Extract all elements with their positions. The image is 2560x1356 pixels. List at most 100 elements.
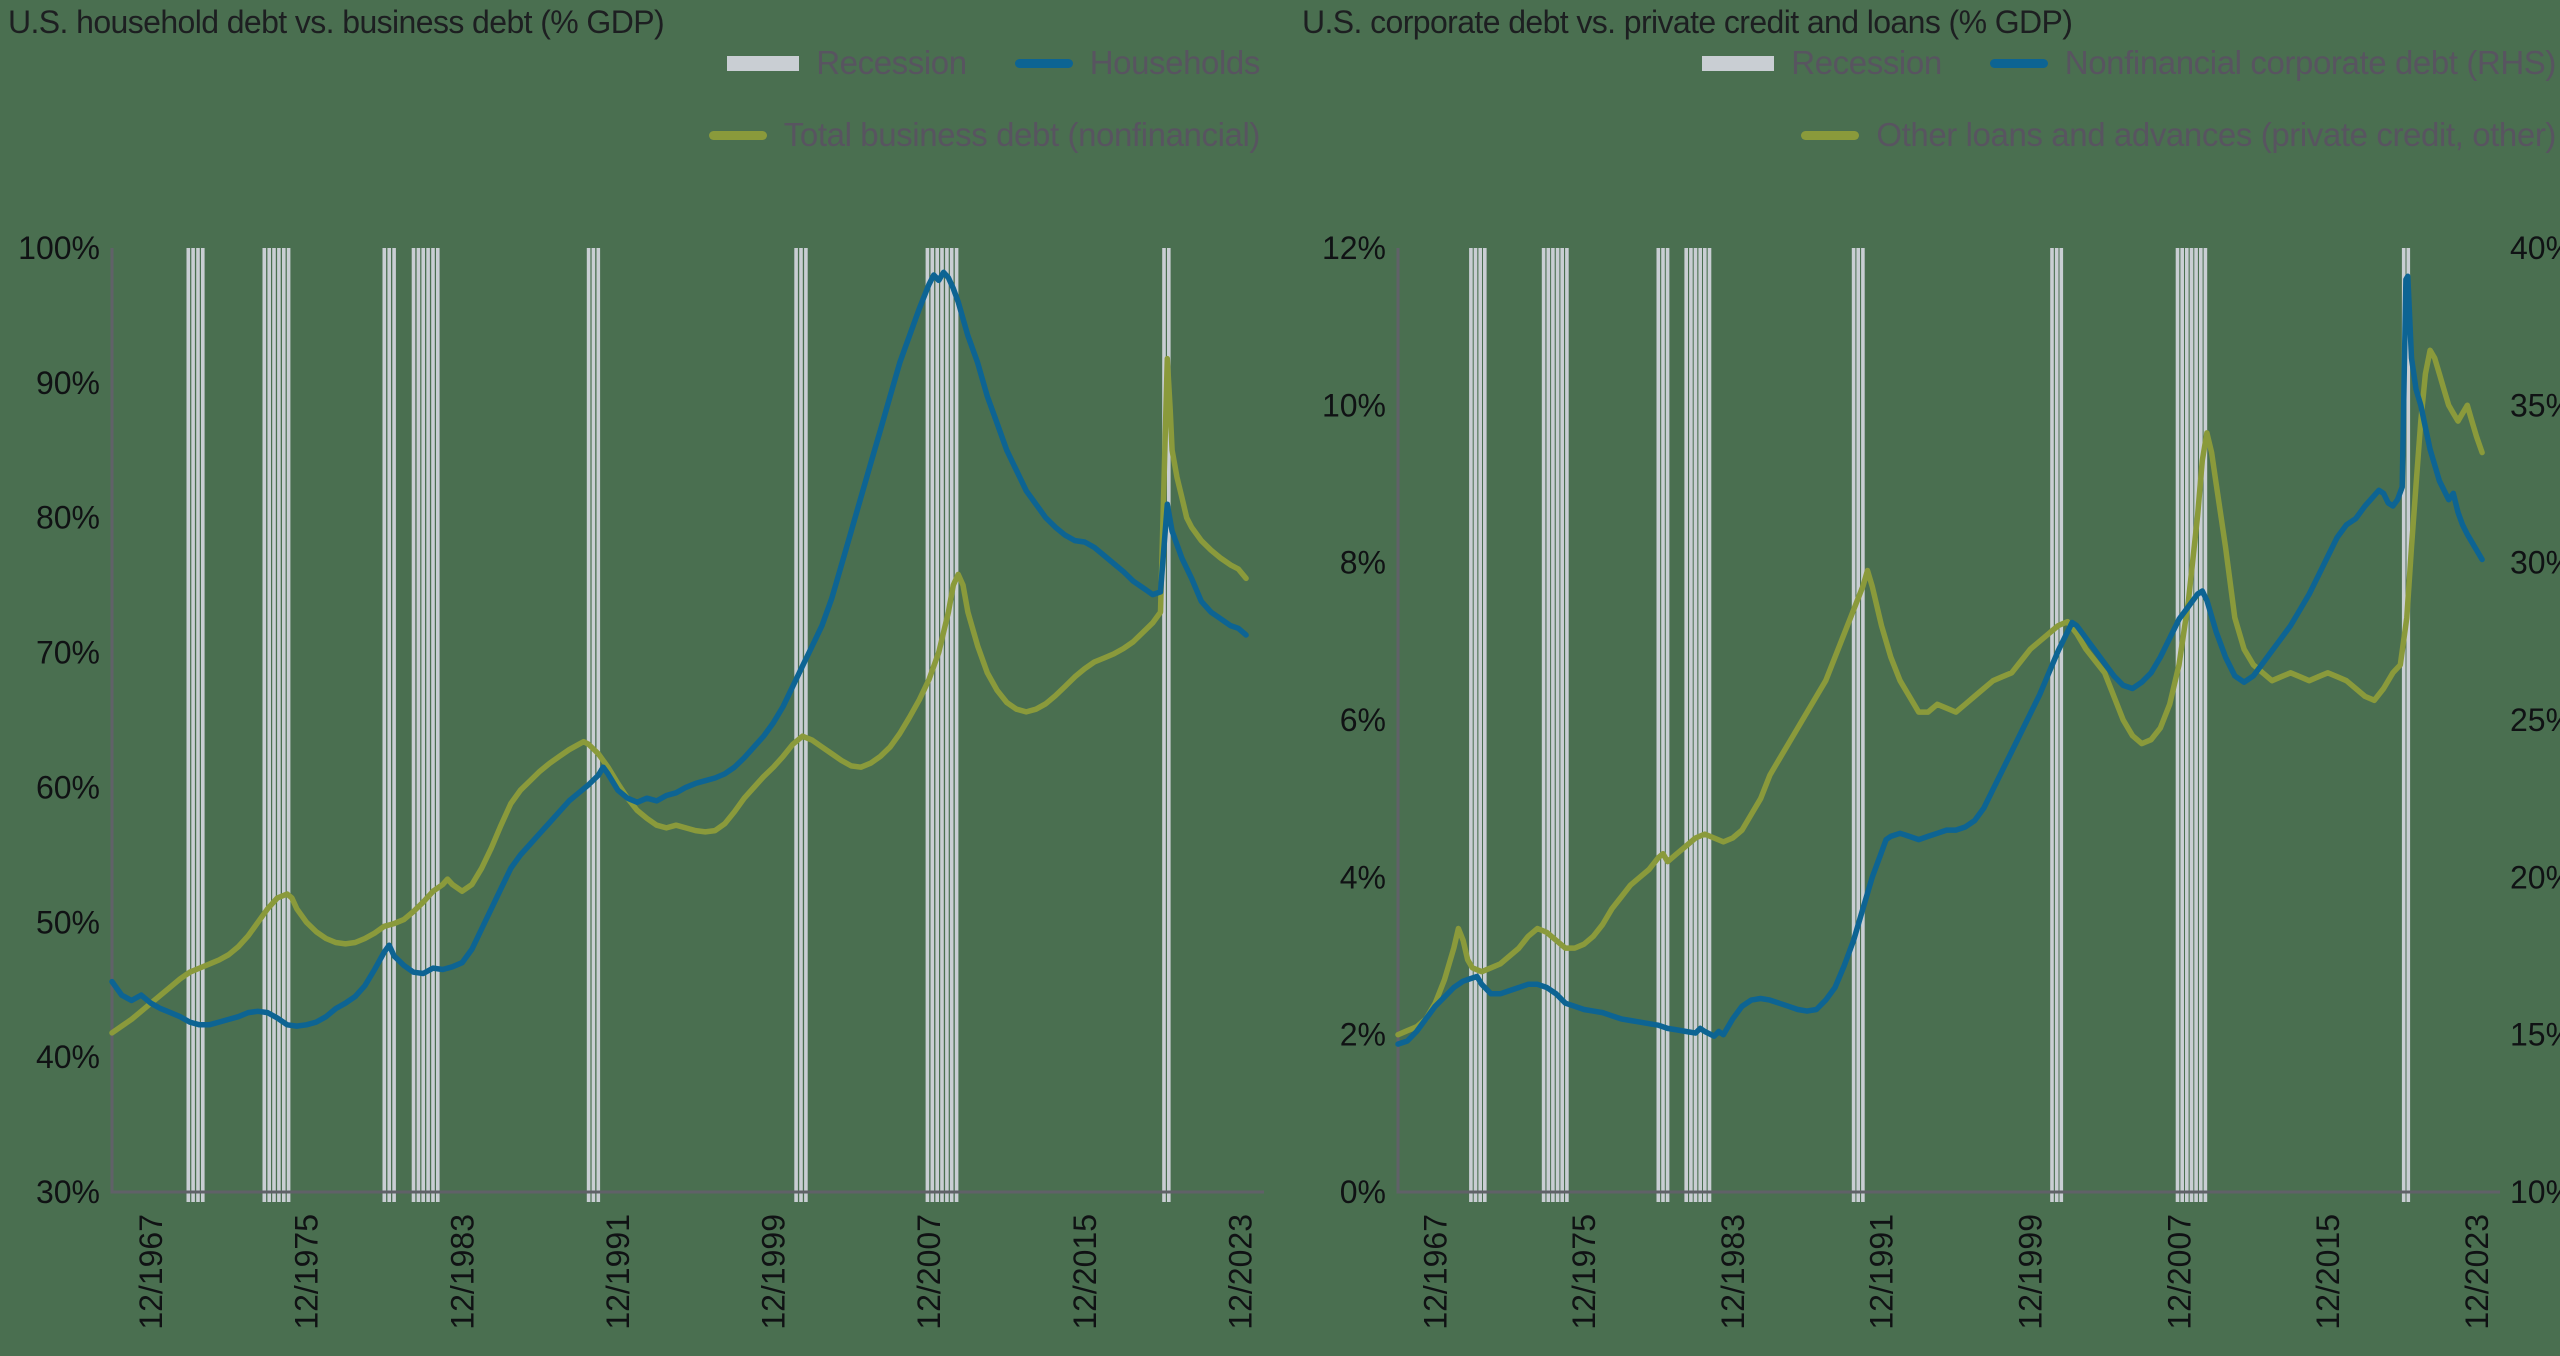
y-axis-tick-label: 2% [1340, 1017, 1386, 1053]
recession-stripe [591, 248, 596, 1202]
chart1-legend-item-recession: Recession [727, 44, 967, 82]
recession-stripe [1861, 248, 1865, 1202]
recession-stripe [282, 248, 286, 1202]
recession-stripe [1656, 248, 1661, 1202]
series-line [1395, 273, 2485, 1047]
y-axis-tick-label: 50% [36, 904, 100, 940]
recession-stripe [1167, 248, 1171, 1202]
households-line-swatch-icon [1014, 58, 1073, 68]
recession-stripe [2189, 248, 2194, 1202]
recession-stripe [277, 248, 281, 1202]
y-axis-tick-label: 90% [36, 365, 100, 401]
recession-stripe [2059, 248, 2064, 1202]
y-axis-right-tick-label: 25% [2510, 702, 2560, 738]
chart1-legend: Recession Households Total business debt… [708, 44, 1261, 154]
recession-stripe [1541, 248, 1546, 1202]
y-axis-tick-label: 30% [36, 1174, 100, 1210]
other-loans-line-swatch-icon [1801, 130, 1860, 140]
chart1-legend-row-1: Recession Households [727, 44, 1260, 82]
chart2-legend-item-recession: Recession [1702, 44, 1942, 82]
recession-stripe [1689, 248, 1693, 1202]
x-axis-tick-label: 12/1983 [1715, 1214, 1751, 1330]
recession-stripe [945, 248, 949, 1202]
recession-stripe [262, 248, 267, 1202]
recession-stripe [2185, 248, 2189, 1202]
y-axis-right-tick-label: 15% [2510, 1017, 2560, 1053]
y-axis-tick-label: 10% [1322, 387, 1386, 423]
y-axis-tick-label: 0% [1340, 1174, 1386, 1210]
recession-stripe [2050, 248, 2054, 1202]
legend-label-recession: Recession [1791, 44, 1942, 81]
y-axis-right-tick-label: 35% [2510, 387, 2560, 423]
recession-stripe [267, 248, 271, 1202]
x-axis-tick-label: 12/2015 [2310, 1214, 2346, 1330]
series-line [109, 355, 1249, 1036]
chart2-legend-item-corporate-debt: Nonfinancial corporate debt (RHS) [1989, 44, 2556, 82]
recession-stripe [1565, 248, 1569, 1202]
recession-stripe [1162, 248, 1166, 1202]
recession-stripe [930, 248, 935, 1202]
x-axis-tick-label: 12/2023 [2459, 1214, 2495, 1330]
x-axis-tick-label: 12/1991 [600, 1214, 636, 1330]
recession-swatch-icon [1702, 55, 1775, 71]
chart1-title: U.S. household debt vs. business debt (%… [8, 4, 665, 40]
y-axis-tick-label: 40% [36, 1039, 100, 1075]
recession-stripe [940, 248, 944, 1202]
chart-2-plot: 12% 10% 8% 6% 4% 2% 0% 40% 35% 30% 25% 20% 15% 10% 12/… [1322, 230, 2560, 1330]
recession-stripe [2180, 248, 2184, 1202]
chart2-legend-item-other-loans: Other loans and advances (private credit… [1801, 116, 2556, 154]
y-axis-tick-label: 80% [36, 500, 100, 536]
y-axis-tick-label: 8% [1340, 545, 1386, 581]
y-axis-tick-label: 100% [18, 230, 100, 266]
y-axis-right-tick-label: 20% [2510, 859, 2560, 895]
recession-stripe [1698, 248, 1702, 1202]
recession-stripe [196, 248, 200, 1202]
recession-stripe [935, 248, 939, 1202]
chart2-legend-row-1: Recession Nonfinancial corporate debt (R… [1702, 44, 2556, 82]
recession-stripe [387, 248, 391, 1202]
recession-stripe [2203, 248, 2208, 1202]
recession-stripe [286, 248, 291, 1202]
recession-stripe [426, 248, 430, 1202]
y-axis-tick-label: 4% [1340, 859, 1386, 895]
legend-label-business-debt: Total business debt (nonfinancial) [783, 116, 1261, 153]
x-axis-tick-label: 12/1983 [444, 1214, 480, 1330]
corporate-debt-line-swatch-icon [1989, 58, 2048, 68]
recession-bands [186, 248, 1171, 1202]
recession-stripe [1469, 248, 1473, 1202]
x-axis-tick-label: 12/2007 [911, 1214, 947, 1330]
legend-label-other-loans: Other loans and advances (private credit… [1876, 116, 2556, 153]
y-axis-tick-label: 6% [1340, 702, 1386, 738]
chart-1-plot: 100% 90% 80% 70% 60% 50% 40% 30% 12/1967 12/1975 1… [18, 230, 1264, 1330]
recession-stripe [431, 248, 435, 1202]
chart2-legend-row-2: Other loans and advances (private credit… [1801, 116, 2556, 154]
recession-stripe [436, 248, 440, 1202]
recession-stripe [1546, 248, 1551, 1202]
y-axis-tick-label: 60% [36, 769, 100, 805]
recession-stripe [2406, 248, 2411, 1202]
series-line [109, 269, 1249, 1029]
x-axis-tick-label: 12/1975 [1566, 1214, 1602, 1330]
y-axis-right-tick-label: 40% [2510, 230, 2560, 266]
recession-stripe [392, 248, 396, 1202]
recession-stripe [2401, 248, 2406, 1202]
series-line [1395, 347, 2485, 1038]
chart2-title: U.S. corporate debt vs. private credit a… [1302, 4, 2073, 40]
x-axis-tick-label: 12/2023 [1222, 1214, 1258, 1330]
x-axis-tick-label: 12/1967 [133, 1214, 169, 1330]
x-axis-tick-label: 12/1967 [1417, 1214, 1453, 1330]
recession-stripe [186, 248, 191, 1202]
recession-stripe [1851, 248, 1856, 1202]
x-axis-tick-label: 12/1975 [289, 1214, 325, 1330]
x-axis-tick-label: 12/2007 [2161, 1214, 2197, 1330]
recession-swatch-icon [727, 55, 800, 71]
chart2-legend: Recession Nonfinancial corporate debt (R… [1702, 44, 2556, 154]
chart1-legend-item-business-debt: Total business debt (nonfinancial) [708, 116, 1261, 154]
recession-stripe [416, 248, 421, 1202]
recession-stripe [201, 248, 205, 1202]
recession-stripe [411, 248, 416, 1202]
recession-stripe [1560, 248, 1564, 1202]
recession-stripe [1703, 248, 1707, 1202]
